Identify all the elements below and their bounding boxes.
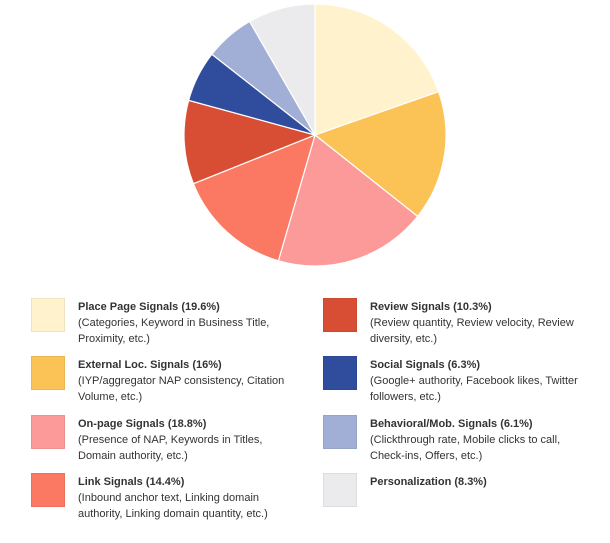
legend-item-on-page: On-page Signals (18.8%) (Presence of NAP… — [31, 415, 301, 485]
legend-title: Link Signals (14.4%) — [78, 476, 185, 488]
legend-swatch — [31, 356, 65, 390]
legend-item-behavioral: Behavioral/Mob. Signals (6.1%) (Clickthr… — [323, 415, 593, 485]
legend-item-place-page: Place Page Signals (19.6%) (Categories, … — [31, 298, 301, 368]
legend-swatch — [323, 298, 357, 332]
legend-title: On-page Signals (18.8%) — [78, 418, 207, 430]
pie-slice-external-loc-signals — [313, 90, 447, 218]
legend-item-personalization: Personalization (8.3%) — [323, 473, 593, 543]
pie-chart — [183, 3, 447, 267]
legend-swatch — [323, 356, 357, 390]
legend-title: Review Signals (10.3%) — [370, 301, 492, 313]
legend-item-link: Link Signals (14.4%) (Inbound anchor tex… — [31, 473, 301, 543]
legend-description: (Review quantity, Review velocity, Revie… — [370, 317, 574, 345]
legend-swatch — [323, 415, 357, 449]
pie-slice-link-signals — [192, 133, 316, 262]
legend-title: Behavioral/Mob. Signals (6.1%) — [370, 418, 533, 430]
legend-item-review: Review Signals (10.3%) (Review quantity,… — [323, 298, 593, 368]
legend-description: (Categories, Keyword in Business Title, … — [78, 317, 270, 345]
legend-swatch — [31, 473, 65, 507]
legend-title: Social Signals (6.3%) — [370, 359, 481, 371]
pie-slice-personalization — [248, 3, 316, 138]
legend-description: (Clickthrough rate, Mobile clicks to cal… — [370, 434, 561, 462]
pie-slice-on-page-signals — [277, 133, 419, 267]
legend-description: (IYP/aggregator NAP consistency, Citatio… — [78, 375, 285, 403]
pie-slice-review-signals — [183, 99, 317, 185]
legend-title: Place Page Signals (19.6%) — [78, 301, 220, 313]
legend-description: (Inbound anchor text, Linking domain aut… — [78, 492, 268, 520]
legend-title: Personalization (8.3%) — [370, 476, 487, 488]
legend-item-external-loc: External Loc. Signals (16%) (IYP/aggrega… — [31, 356, 301, 426]
legend-item-social: Social Signals (6.3%) (Google+ authority… — [323, 356, 593, 426]
legend-swatch — [31, 298, 65, 332]
legend-description: (Presence of NAP, Keywords in Titles, Do… — [78, 434, 263, 462]
legend-title: External Loc. Signals (16%) — [78, 359, 222, 371]
legend-swatch — [31, 415, 65, 449]
legend-description: (Google+ authority, Facebook likes, Twit… — [370, 375, 578, 403]
legend-swatch — [323, 473, 357, 507]
